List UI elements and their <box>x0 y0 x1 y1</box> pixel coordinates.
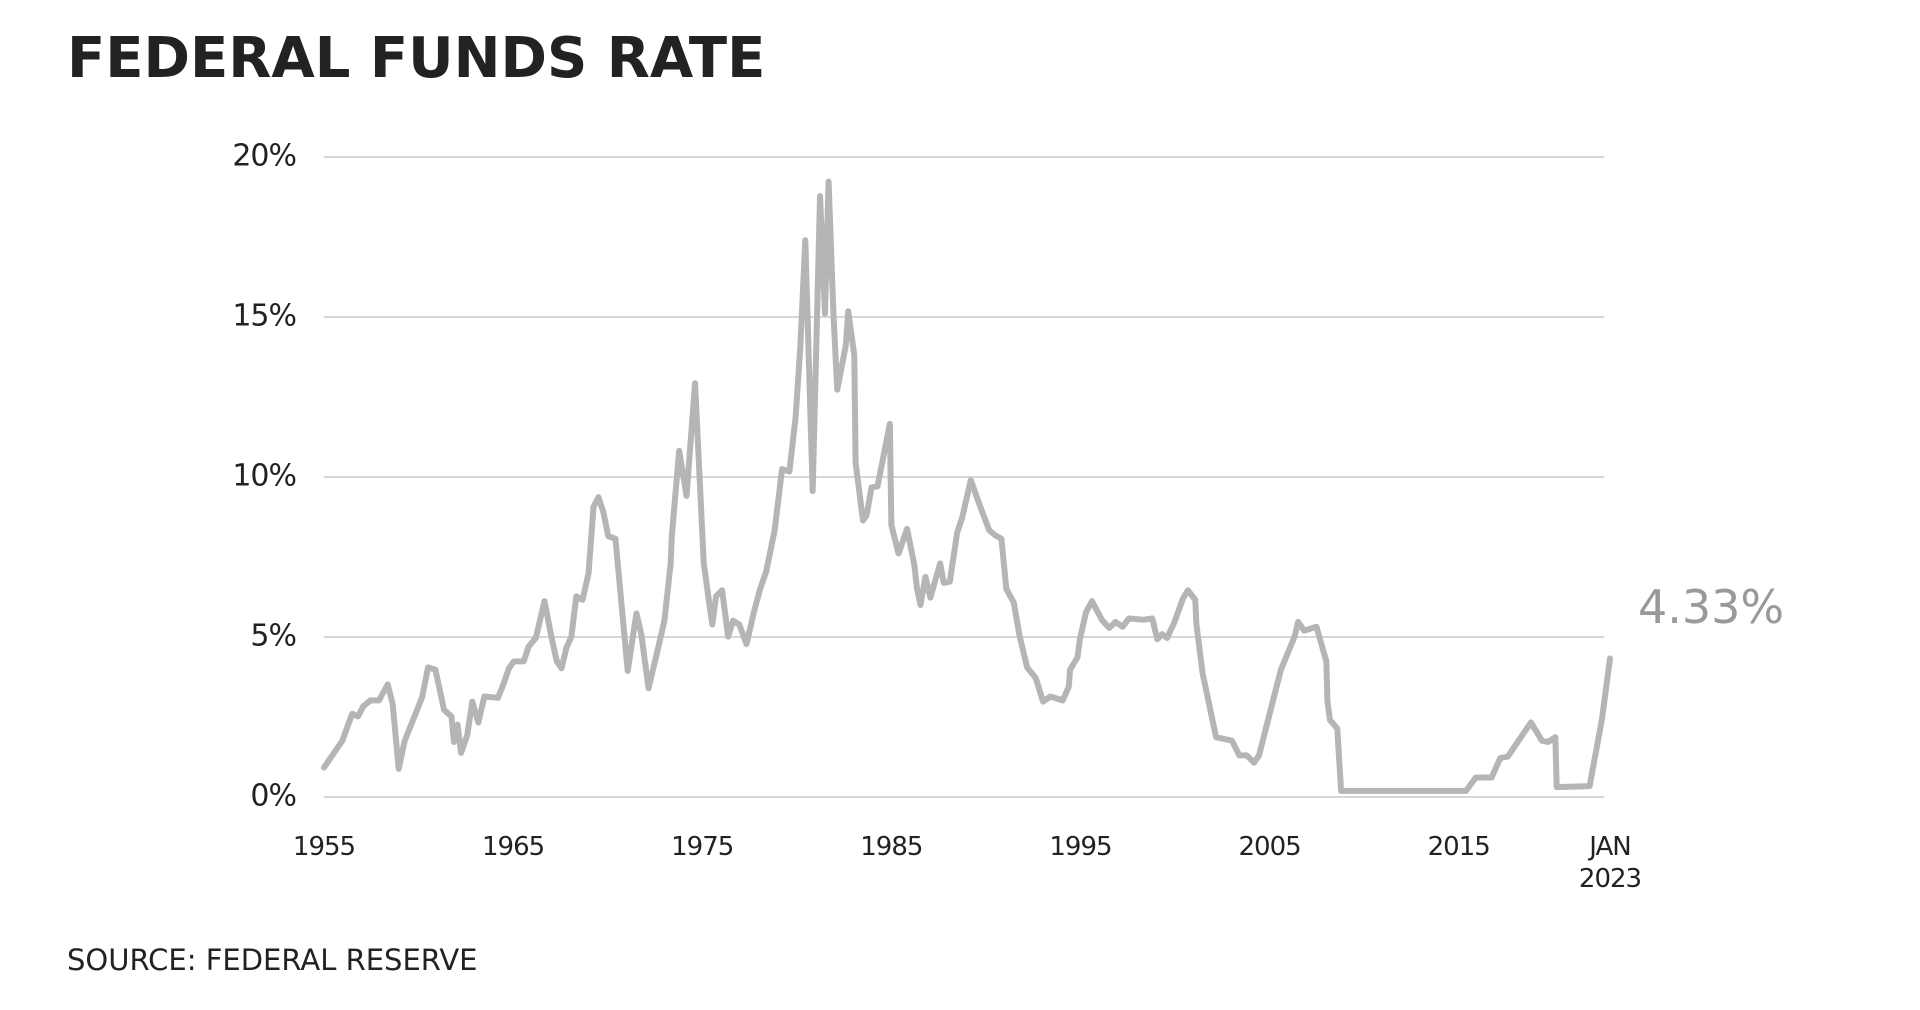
x-tick-label: 1985 <box>860 832 923 862</box>
x-tick-label: 2015 <box>1427 832 1491 862</box>
source: SOURCE: FEDERAL RESERVE <box>67 943 478 977</box>
x-tick-label: 1955 <box>292 832 356 862</box>
chart-title: FEDERAL FUNDS RATE <box>67 26 765 91</box>
y-tick-label: 0% <box>250 779 296 814</box>
y-tick-label: 20% <box>232 139 296 174</box>
rate-line <box>321 178 1613 794</box>
x-tick-label: 1995 <box>1049 832 1112 862</box>
x-tick-label: 1975 <box>671 832 734 862</box>
y-tick-label: 10% <box>232 459 296 494</box>
end-value-label: 4.33% <box>1638 580 1784 634</box>
x-tick-label: JAN 2023 <box>1578 832 1642 894</box>
x-tick-label: 1965 <box>482 832 545 862</box>
x-tick-label: 2005 <box>1238 832 1301 862</box>
y-tick-label: 5% <box>250 619 296 654</box>
y-tick-label: 15% <box>232 299 296 334</box>
